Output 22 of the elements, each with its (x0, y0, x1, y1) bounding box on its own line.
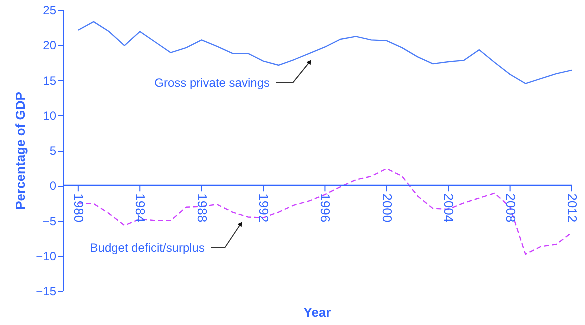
x-tick-label: 1996 (318, 194, 334, 223)
x-tick-label: 1980 (71, 194, 86, 223)
y-tick-label: 0 (50, 179, 57, 194)
annotation: Budget deficit/surplus (90, 241, 205, 255)
y-tick-label: 10 (43, 108, 57, 123)
y-tick-label: −5 (42, 214, 57, 228)
x-tick-label: 2004 (442, 194, 457, 223)
x-tick-label: 2000 (380, 194, 395, 223)
x-tick-label: 2012 (565, 194, 580, 223)
y-tick-label: 5 (50, 144, 57, 158)
x-tick-label: 2008 (503, 194, 518, 223)
x-tick-label: 1984 (133, 194, 148, 223)
y-tick-label: 15 (43, 74, 57, 88)
x-tick-label: 1992 (256, 194, 272, 223)
y-axis-title: Percentage of GDP (13, 92, 28, 210)
y-tick-label: 20 (43, 38, 57, 53)
y-tick-label: 25 (43, 4, 57, 18)
x-tick-label: 1988 (194, 194, 210, 223)
annotation: Gross private savings (154, 76, 270, 90)
y-tick-label: −10 (36, 249, 57, 264)
x-axis-title: Year (304, 305, 332, 320)
y-tick-label: −15 (36, 284, 57, 298)
